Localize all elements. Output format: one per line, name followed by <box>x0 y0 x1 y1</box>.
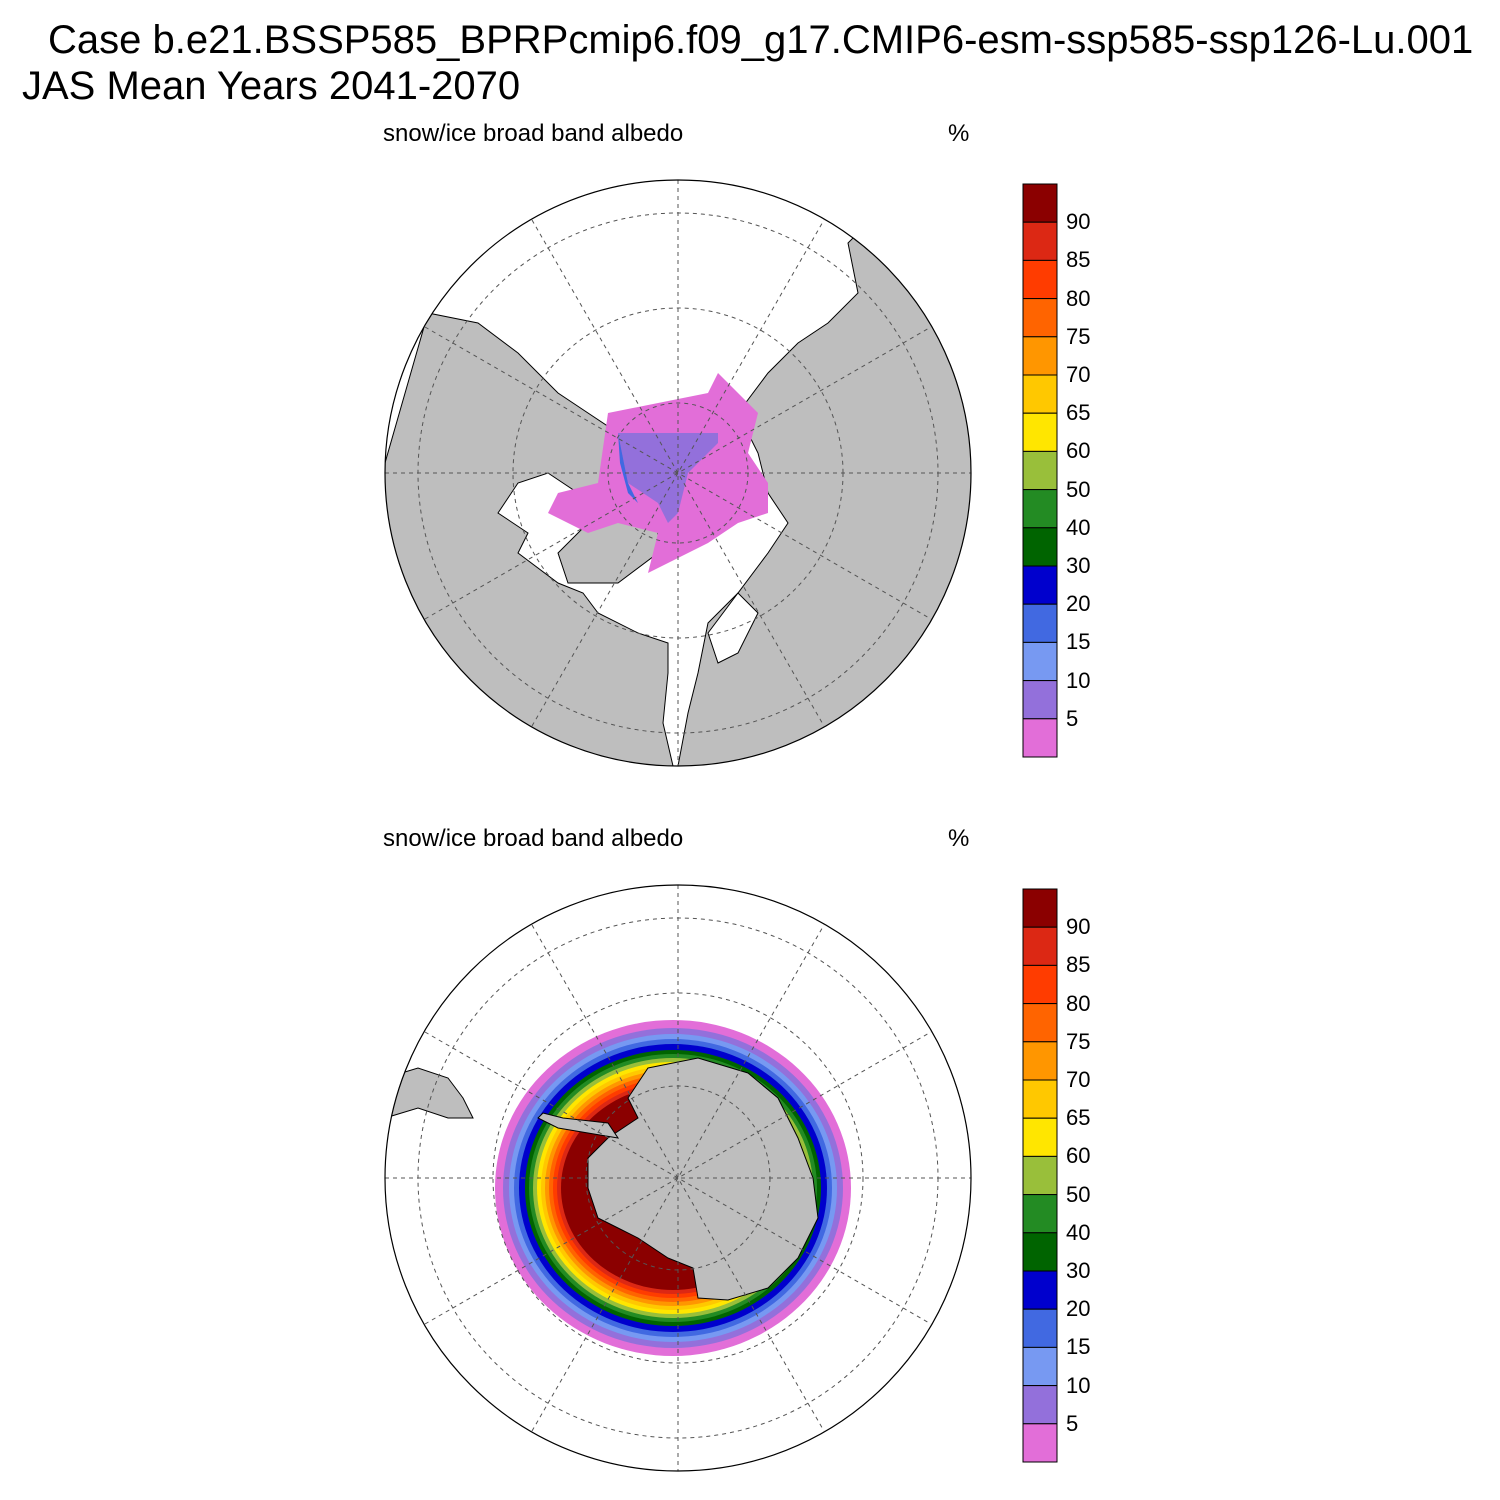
north-ice-edge <box>618 433 638 503</box>
north-colorbar-label: 20 <box>1066 591 1091 617</box>
period-title: JAS Mean Years 2041-2070 <box>22 64 521 108</box>
south-america-land <box>385 1067 474 1119</box>
north-colorbar-label: 40 <box>1066 514 1091 540</box>
north-colorbar-label: 90 <box>1066 209 1091 235</box>
south-polar-map <box>384 884 972 1472</box>
south-colorbar-swatch <box>1022 1385 1058 1425</box>
south-colorbar-label: 40 <box>1066 1219 1091 1245</box>
south-colorbar-swatch <box>1022 1194 1058 1234</box>
north-units-label: % <box>948 120 970 147</box>
south-colorbar-swatch <box>1022 964 1058 1005</box>
north-colorbar-label: 30 <box>1066 553 1091 578</box>
south-colorbar-label: 60 <box>1066 1143 1091 1169</box>
north-colorbar: 90 85 80 75 70 65 60 50 40 30 20 15 10 5 <box>1022 183 1090 763</box>
north-colorbar-swatch <box>1022 641 1058 682</box>
north-colorbar-label: 50 <box>1066 476 1091 502</box>
north-colorbar-label: 80 <box>1066 285 1091 311</box>
scandinavia-ocean <box>707 592 759 664</box>
south-colorbar-swatch <box>1022 1423 1058 1463</box>
south-colorbar-swatch <box>1022 1346 1058 1387</box>
south-colorbar-swatch <box>1022 1270 1058 1310</box>
north-colorbar-swatch <box>1022 259 1058 300</box>
south-colorbar-swatch <box>1022 1003 1058 1043</box>
north-colorbar-swatch <box>1022 450 1058 491</box>
south-colorbar-swatch <box>1022 1079 1058 1119</box>
north-colorbar-swatch <box>1022 680 1058 720</box>
south-colorbar-label: 65 <box>1066 1105 1091 1131</box>
north-colorbar-label: 60 <box>1066 438 1091 464</box>
south-colorbar-label: 15 <box>1066 1334 1091 1360</box>
south-colorbar-label: 20 <box>1066 1296 1091 1322</box>
south-colorbar-label: 5 <box>1066 1410 1079 1436</box>
north-america-land <box>385 312 674 766</box>
north-colorbar-label: 5 <box>1066 705 1079 731</box>
south-colorbar-swatch <box>1022 1155 1058 1196</box>
north-colorbar-label: 65 <box>1066 400 1091 426</box>
south-colorbar-boxes <box>1022 888 1058 1463</box>
south-colorbar-swatch <box>1022 1117 1058 1157</box>
north-colorbar-swatch <box>1022 565 1058 605</box>
north-colorbar-swatch <box>1022 603 1058 643</box>
south-colorbar-label: 90 <box>1066 914 1091 940</box>
north-colorbar-swatch <box>1022 221 1058 261</box>
north-colorbar-label: 70 <box>1066 362 1091 387</box>
south-colorbar-swatch <box>1022 1232 1058 1272</box>
south-colorbar-label: 30 <box>1066 1258 1091 1283</box>
south-colorbar-swatch <box>1022 926 1058 966</box>
north-colorbar-label: 75 <box>1066 323 1091 349</box>
antarctica-land <box>587 1057 819 1301</box>
north-colorbar-swatch <box>1022 527 1058 567</box>
south-colorbar-swatch <box>1022 888 1058 928</box>
south-variable-label: snow/ice broad band albedo <box>383 825 684 852</box>
north-colorbar-swatch <box>1022 489 1058 529</box>
south-colorbar: 90 85 80 75 70 65 60 50 40 30 20 15 10 5 <box>1022 888 1090 1468</box>
north-polar-map <box>384 179 972 767</box>
north-colorbar-swatch <box>1022 336 1058 376</box>
north-colorbar-swatch <box>1022 412 1058 452</box>
south-colorbar-label: 80 <box>1066 990 1091 1016</box>
south-colorbar-label: 85 <box>1066 952 1091 978</box>
north-colorbar-boxes <box>1022 183 1058 758</box>
south-colorbar-label: 10 <box>1066 1372 1091 1398</box>
south-colorbar-label: 70 <box>1066 1067 1091 1092</box>
south-colorbar-label: 75 <box>1066 1028 1091 1054</box>
north-colorbar-swatch <box>1022 374 1058 414</box>
north-colorbar-label: 15 <box>1066 629 1091 655</box>
north-colorbar-swatch <box>1022 183 1058 223</box>
south-colorbar-swatch <box>1022 1041 1058 1081</box>
south-colorbar-swatch <box>1022 1308 1058 1348</box>
north-colorbar-label: 85 <box>1066 247 1091 273</box>
north-colorbar-swatch <box>1022 718 1058 758</box>
north-colorbar-swatch <box>1022 298 1058 338</box>
south-colorbar-label: 50 <box>1066 1181 1091 1207</box>
case-title: Case b.e21.BSSP585_BPRPcmip6.f09_g17.CMI… <box>48 18 1474 62</box>
north-ice-mid-albedo <box>618 433 718 523</box>
north-colorbar-label: 10 <box>1066 667 1091 693</box>
south-units-label: % <box>948 825 970 852</box>
north-variable-label: snow/ice broad band albedo <box>383 120 684 147</box>
